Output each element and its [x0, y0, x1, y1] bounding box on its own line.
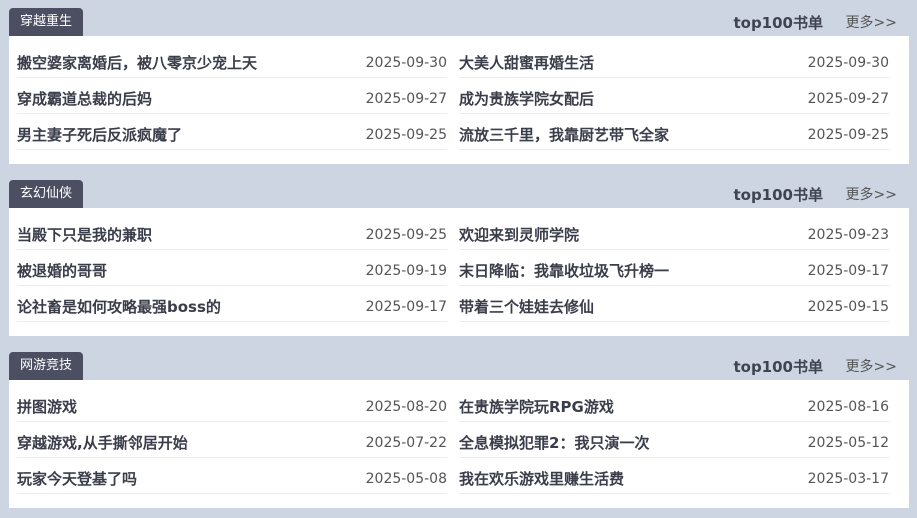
more-link[interactable]: 更多>> — [845, 187, 897, 203]
book-title-link[interactable]: 我在欢乐游戏里赚生活费 — [459, 470, 625, 488]
book-list-left: 拼图游戏 2025-08-20 穿越游戏,从手撕邻居开始 2025-07-22 … — [17, 386, 447, 494]
book-date: 2025-09-27 — [365, 90, 447, 107]
book-title-link[interactable]: 在贵族学院玩RPG游戏 — [459, 398, 614, 416]
book-row: 穿越游戏,从手撕邻居开始 2025-07-22 — [17, 422, 447, 458]
book-row: 论社畜是如何攻略最强boss的 2025-09-17 — [17, 286, 447, 322]
book-row: 被退婚的哥哥 2025-09-19 — [17, 250, 447, 286]
book-title-link[interactable]: 拼图游戏 — [17, 398, 78, 416]
book-date: 2025-05-08 — [365, 470, 447, 487]
book-date: 2025-09-25 — [365, 226, 447, 243]
book-date: 2025-09-27 — [807, 90, 889, 107]
book-row: 玩家今天登基了吗 2025-05-08 — [17, 458, 447, 494]
book-date: 2025-08-16 — [807, 398, 889, 415]
book-title-link[interactable]: 当殿下只是我的兼职 — [17, 226, 153, 244]
category-section: 玄幻仙侠 top100书单 更多>> 当殿下只是我的兼职 2025-09-25 … — [9, 180, 909, 336]
book-list-panel: 搬空婆家离婚后，被八零京少宠上天 2025-09-30 穿成霸道总裁的后妈 20… — [9, 36, 909, 164]
book-list-panel: 拼图游戏 2025-08-20 穿越游戏,从手撕邻居开始 2025-07-22 … — [9, 380, 909, 508]
book-title-link[interactable]: 搬空婆家离婚后，被八零京少宠上天 — [17, 54, 258, 72]
book-list-panel: 当殿下只是我的兼职 2025-09-25 被退婚的哥哥 2025-09-19 论… — [9, 208, 909, 336]
book-list-right: 在贵族学院玩RPG游戏 2025-08-16 全息模拟犯罪2：我只演一次 202… — [459, 386, 889, 494]
book-title-link[interactable]: 男主妻子死后反派疯魔了 — [17, 126, 183, 144]
book-title-link[interactable]: 末日降临：我靠收垃圾飞升榜一 — [459, 262, 670, 280]
book-title-link[interactable]: 大美人甜蜜再婚生活 — [459, 54, 595, 72]
book-title-link[interactable]: 欢迎来到灵师学院 — [459, 226, 580, 244]
top100-link[interactable]: top100书单 — [733, 14, 823, 32]
book-row: 大美人甜蜜再婚生活 2025-09-30 — [459, 42, 889, 78]
book-row: 我在欢乐游戏里赚生活费 2025-03-17 — [459, 458, 889, 494]
book-date: 2025-09-30 — [807, 54, 889, 71]
book-date: 2025-09-25 — [807, 126, 889, 143]
book-date: 2025-07-22 — [365, 434, 447, 451]
book-list-right: 欢迎来到灵师学院 2025-09-23 末日降临：我靠收垃圾飞升榜一 2025-… — [459, 214, 889, 322]
book-date: 2025-09-17 — [365, 298, 447, 315]
book-row: 拼图游戏 2025-08-20 — [17, 386, 447, 422]
category-tab[interactable]: 玄幻仙侠 — [9, 180, 84, 208]
more-link[interactable]: 更多>> — [845, 15, 897, 31]
category-tab[interactable]: 穿越重生 — [9, 8, 84, 36]
category-section: 网游竞技 top100书单 更多>> 拼图游戏 2025-08-20 穿越游戏,… — [9, 352, 909, 508]
book-title-link[interactable]: 玩家今天登基了吗 — [17, 470, 138, 488]
book-row: 男主妻子死后反派疯魔了 2025-09-25 — [17, 114, 447, 150]
book-date: 2025-08-20 — [365, 398, 447, 415]
book-date: 2025-03-17 — [807, 470, 889, 487]
book-date: 2025-09-30 — [365, 54, 447, 71]
book-row: 搬空婆家离婚后，被八零京少宠上天 2025-09-30 — [17, 42, 447, 78]
book-row: 全息模拟犯罪2：我只演一次 2025-05-12 — [459, 422, 889, 458]
category-section: 穿越重生 top100书单 更多>> 搬空婆家离婚后，被八零京少宠上天 2025… — [9, 8, 909, 164]
book-title-link[interactable]: 全息模拟犯罪2：我只演一次 — [459, 434, 650, 452]
category-tab[interactable]: 网游竞技 — [9, 352, 84, 380]
book-row: 末日降临：我靠收垃圾飞升榜一 2025-09-17 — [459, 250, 889, 286]
book-title-link[interactable]: 流放三千里，我靠厨艺带飞全家 — [459, 126, 670, 144]
top100-link[interactable]: top100书单 — [733, 358, 823, 376]
book-row: 穿成霸道总裁的后妈 2025-09-27 — [17, 78, 447, 114]
book-row: 带着三个娃娃去修仙 2025-09-15 — [459, 286, 889, 322]
book-date: 2025-09-19 — [365, 262, 447, 279]
book-row: 当殿下只是我的兼职 2025-09-25 — [17, 214, 447, 250]
book-date: 2025-09-15 — [807, 298, 889, 315]
book-date: 2025-09-23 — [807, 226, 889, 243]
book-list-left: 当殿下只是我的兼职 2025-09-25 被退婚的哥哥 2025-09-19 论… — [17, 214, 447, 322]
top100-link[interactable]: top100书单 — [733, 186, 823, 204]
book-list-left: 搬空婆家离婚后，被八零京少宠上天 2025-09-30 穿成霸道总裁的后妈 20… — [17, 42, 447, 150]
book-date: 2025-09-25 — [365, 126, 447, 143]
book-title-link[interactable]: 被退婚的哥哥 — [17, 262, 108, 280]
book-row: 在贵族学院玩RPG游戏 2025-08-16 — [459, 386, 889, 422]
more-link[interactable]: 更多>> — [845, 359, 897, 375]
book-title-link[interactable]: 成为贵族学院女配后 — [459, 90, 595, 108]
book-date: 2025-05-12 — [807, 434, 889, 451]
book-row: 流放三千里，我靠厨艺带飞全家 2025-09-25 — [459, 114, 889, 150]
book-date: 2025-09-17 — [807, 262, 889, 279]
book-title-link[interactable]: 穿成霸道总裁的后妈 — [17, 90, 153, 108]
book-title-link[interactable]: 论社畜是如何攻略最强boss的 — [17, 298, 221, 316]
book-row: 成为贵族学院女配后 2025-09-27 — [459, 78, 889, 114]
book-row: 欢迎来到灵师学院 2025-09-23 — [459, 214, 889, 250]
book-title-link[interactable]: 带着三个娃娃去修仙 — [459, 298, 595, 316]
book-title-link[interactable]: 穿越游戏,从手撕邻居开始 — [17, 434, 188, 452]
book-list-right: 大美人甜蜜再婚生活 2025-09-30 成为贵族学院女配后 2025-09-2… — [459, 42, 889, 150]
